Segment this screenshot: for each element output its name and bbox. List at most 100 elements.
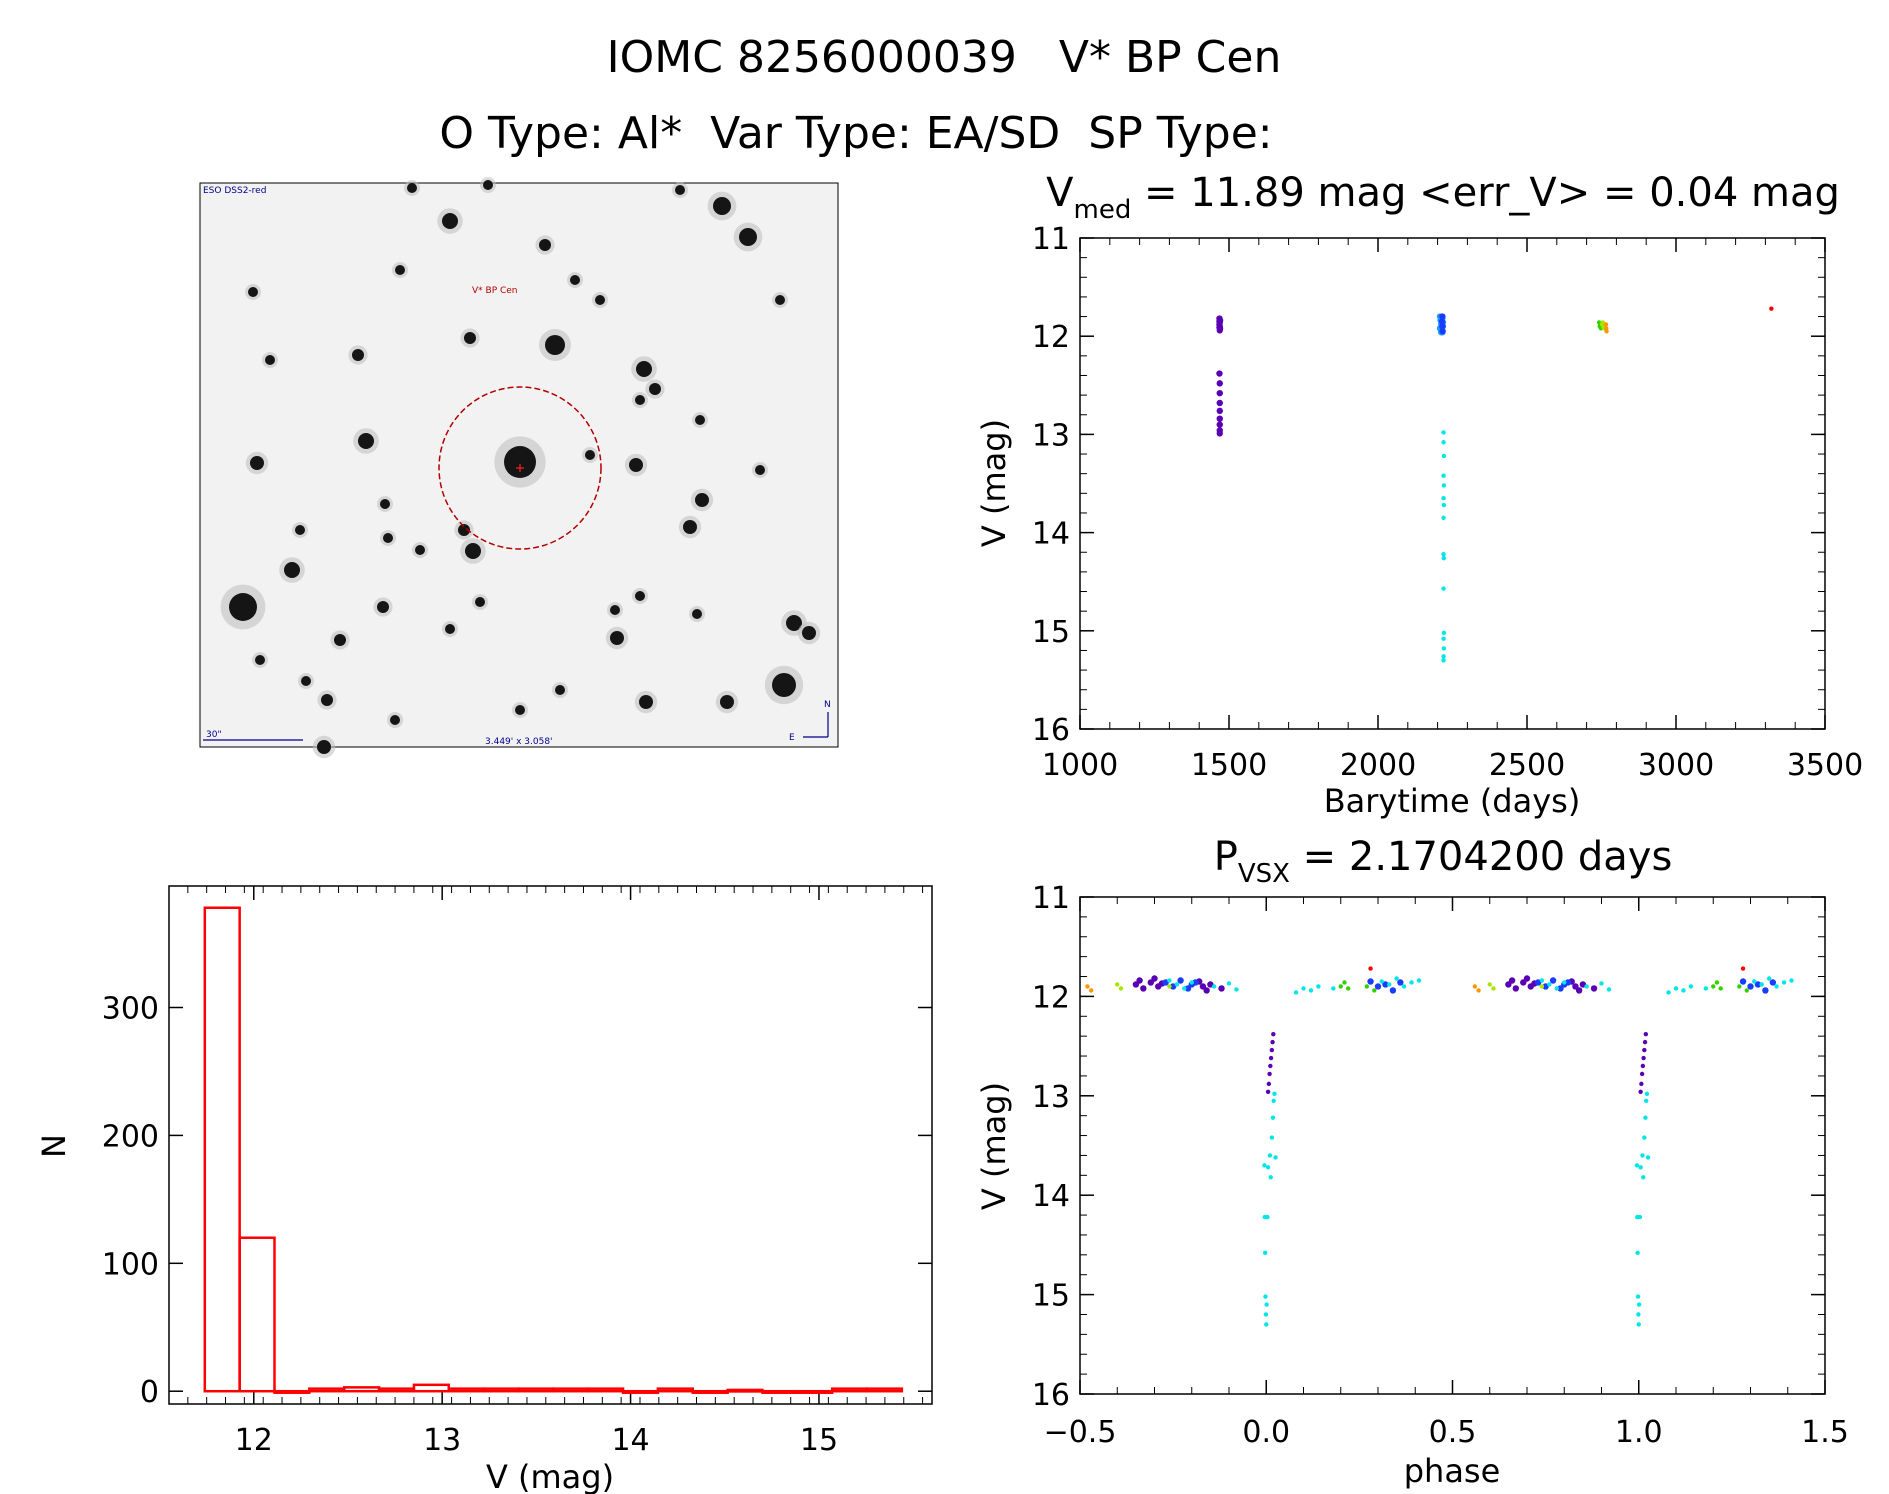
data-point (1634, 1163, 1640, 1168)
lightcurve-title-sub: med (1074, 195, 1132, 225)
star (539, 239, 551, 251)
histogram-xlabel: V (mag) (486, 1458, 614, 1494)
data-point (1216, 325, 1224, 332)
star (545, 335, 565, 355)
data-point (1643, 1031, 1649, 1037)
data-point (1688, 984, 1694, 989)
y-tick-label: 14 (1032, 517, 1070, 552)
data-point (1644, 1098, 1649, 1103)
data-point (1759, 982, 1764, 987)
data-point (1203, 987, 1210, 994)
y-tick-label: 15 (1032, 1279, 1070, 1314)
x-tick-label: 13 (423, 1423, 461, 1458)
data-point (1575, 987, 1583, 994)
data-point (1270, 1039, 1275, 1045)
data-point (1331, 986, 1336, 991)
data-point (1211, 984, 1217, 989)
star (802, 626, 816, 640)
histogram-bar (517, 1387, 555, 1393)
data-point (1639, 1081, 1644, 1087)
data-point (1269, 1135, 1275, 1140)
phased-frame (1079, 896, 1826, 1395)
data-point (1666, 990, 1671, 995)
data-point (1441, 654, 1446, 659)
data-point (1115, 982, 1120, 987)
data-point (1192, 979, 1199, 986)
star (284, 562, 300, 578)
lightcurve-xlabel: Barytime (days) (1324, 782, 1581, 820)
histogram-bar (342, 1386, 381, 1393)
star (683, 520, 697, 534)
finder-chart: ESO DSS2-red V* BP Cen 30" 3.449' x 3.05… (199, 177, 839, 759)
star (772, 673, 796, 697)
histogram-bar (203, 906, 241, 1393)
data-point (1638, 1165, 1643, 1170)
data-point (1397, 979, 1404, 986)
data-point (1267, 1071, 1272, 1077)
data-point (1269, 1047, 1275, 1053)
histogram-bar (761, 1389, 799, 1394)
star (675, 185, 685, 195)
y-tick-label: 200 (102, 1119, 159, 1154)
data-point (1599, 981, 1604, 986)
data-point (1642, 1135, 1647, 1140)
data-point (1267, 1153, 1273, 1158)
star (595, 295, 605, 305)
histogram-bar (273, 1389, 311, 1394)
histogram-ylabel: N (35, 1134, 73, 1158)
star (380, 499, 390, 509)
data-point (1088, 988, 1094, 993)
star (786, 615, 802, 631)
x-tick-label: 14 (611, 1423, 649, 1458)
phased-xlabel: phase (1404, 1452, 1501, 1490)
star (610, 605, 620, 615)
data-point (1681, 988, 1686, 993)
data-point (1216, 415, 1223, 422)
data-point (1747, 983, 1754, 990)
x-tick-label: 3500 (1787, 748, 1863, 783)
finder-stars (220, 177, 821, 759)
lightcurve-ylabel: V (mag) (975, 419, 1013, 547)
lightcurve-title-rest: = 11.89 mag <err_V> = 0.04 mag (1131, 170, 1840, 216)
data-point (1603, 322, 1609, 327)
data-point (1265, 1214, 1270, 1220)
star (555, 685, 565, 695)
data-point (1268, 1055, 1274, 1061)
data-point (1539, 978, 1545, 983)
data-point (1644, 1091, 1650, 1097)
data-point (1216, 407, 1223, 415)
data-point (1554, 986, 1560, 991)
y-tick-label: 100 (102, 1247, 159, 1282)
star (395, 265, 405, 275)
histogram-bar (482, 1387, 520, 1393)
star (692, 609, 702, 619)
star (695, 415, 705, 425)
data-point (1270, 1115, 1276, 1120)
star (649, 383, 661, 395)
data-point (1754, 981, 1762, 988)
data-point (1216, 370, 1223, 377)
data-point (1549, 977, 1557, 984)
data-point (1262, 1163, 1267, 1168)
histogram-bar (377, 1387, 416, 1393)
y-tick-label: 300 (102, 992, 159, 1027)
star (639, 695, 653, 709)
histogram-bar (656, 1387, 694, 1393)
data-point (1718, 986, 1723, 991)
data-point (1263, 1294, 1268, 1299)
data-point (1584, 984, 1589, 989)
data-point (1216, 389, 1223, 397)
data-point (1382, 981, 1389, 988)
data-point (1441, 552, 1446, 557)
data-point (1762, 987, 1769, 994)
data-point (1636, 1312, 1641, 1317)
y-tick-label: 0 (140, 1375, 159, 1410)
x-tick-label: 2000 (1340, 748, 1416, 783)
data-point (1268, 1063, 1273, 1069)
histogram-bar (796, 1389, 834, 1394)
data-point (1441, 502, 1447, 508)
data-point (1441, 473, 1446, 478)
histogram-frame (168, 885, 933, 1405)
data-point (1293, 990, 1299, 995)
data-point (1600, 320, 1605, 325)
